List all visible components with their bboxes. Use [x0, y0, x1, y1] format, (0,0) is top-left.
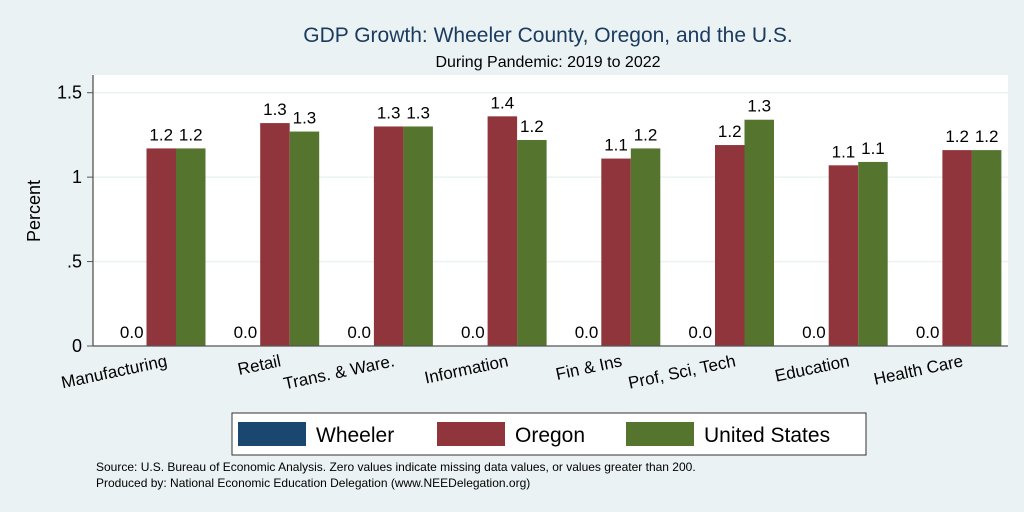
data-label: 0.0 [916, 323, 940, 342]
x-tick-label: Trans. & Ware. [282, 351, 397, 393]
bar-united-states [744, 119, 774, 347]
data-label: 1.2 [718, 122, 742, 141]
y-tick-label: 1.5 [57, 83, 82, 103]
bar-oregon [260, 123, 290, 346]
bar-oregon [487, 116, 518, 346]
data-label: 1.2 [634, 125, 658, 144]
bar-oregon [828, 165, 859, 346]
data-label: 1.2 [520, 117, 544, 136]
data-label: 1.2 [975, 127, 999, 146]
y-tick-label: 1 [72, 167, 82, 187]
x-tick-label: Education [773, 351, 851, 385]
data-label: 1.3 [293, 109, 317, 128]
data-label: 1.4 [491, 93, 515, 112]
bar-oregon [373, 126, 404, 347]
legend-label: United States [704, 424, 830, 447]
data-label: 0.0 [347, 323, 371, 342]
legend-swatch [437, 422, 505, 446]
bar-united-states [403, 126, 433, 347]
data-label: 0.0 [688, 323, 712, 342]
bar-united-states [176, 148, 206, 346]
bar-united-states [517, 139, 547, 346]
data-label: 0.0 [461, 323, 485, 342]
data-label: 1.2 [945, 127, 969, 146]
data-label: 1.3 [377, 103, 401, 122]
data-label: 0.0 [802, 323, 826, 342]
bar-united-states [971, 150, 1002, 346]
data-label: 0.0 [120, 323, 144, 342]
y-tick-label: 0 [72, 336, 82, 356]
bar-oregon [942, 150, 972, 346]
legend [231, 412, 867, 456]
bar-united-states [858, 161, 888, 346]
data-label: 1.1 [604, 136, 628, 155]
y-axis-label: Percent [24, 180, 44, 242]
data-label: 1.3 [263, 100, 287, 119]
bar-united-states [289, 131, 320, 346]
chart-title: GDP Growth: Wheeler County, Oregon, and … [303, 24, 792, 47]
data-label: 1.3 [406, 103, 430, 122]
legend-label: Wheeler [316, 424, 394, 447]
x-tick-label: Prof, Sci, Tech [626, 351, 737, 392]
bar-oregon [146, 148, 176, 346]
data-label: 1.2 [179, 125, 203, 144]
x-tick-label: Information [423, 351, 510, 387]
x-tick-label: Health Care [872, 351, 965, 388]
x-tick-label: Manufacturing [60, 351, 169, 392]
data-label: 1.1 [861, 139, 885, 158]
bar-oregon [601, 158, 631, 346]
bar-oregon [715, 145, 745, 346]
data-label: 0.0 [234, 323, 258, 342]
data-label: 0.0 [575, 323, 599, 342]
source-note: Source: U.S. Bureau of Economic Analysis… [96, 460, 696, 474]
x-tick-label: Fin & Ins [554, 351, 624, 384]
data-label: 1.1 [832, 142, 856, 161]
y-tick-label: .5 [67, 252, 82, 272]
produced-by-note: Produced by: National Economic Education… [96, 476, 530, 490]
chart-subtitle: During Pandemic: 2019 to 2022 [435, 54, 660, 71]
legend-swatch [238, 422, 306, 446]
data-label: 1.3 [747, 97, 771, 116]
legend-label: Oregon [515, 424, 585, 447]
legend-swatch [626, 422, 694, 446]
x-tick-label: Retail [236, 351, 282, 379]
bar-united-states [630, 148, 661, 346]
data-label: 1.2 [149, 125, 173, 144]
